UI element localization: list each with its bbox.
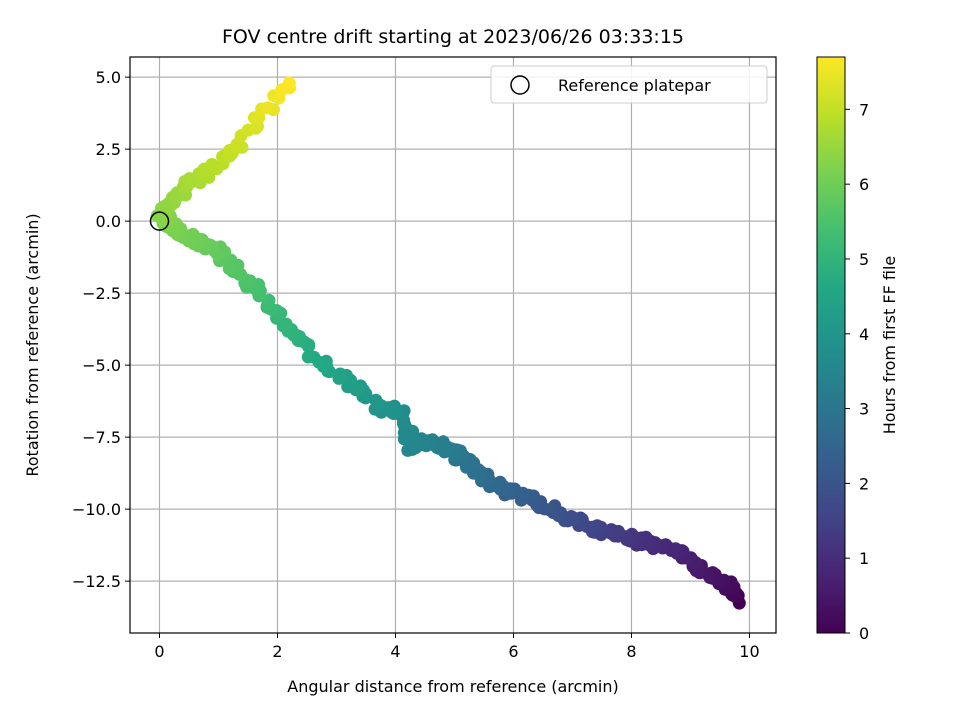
legend: Reference platepar: [490, 65, 768, 104]
data-point: [333, 368, 347, 382]
data-point: [282, 76, 296, 90]
x-axis-label: Angular distance from reference (arcmin): [287, 677, 618, 696]
colorbar-tick-label: 2: [859, 474, 869, 493]
y-axis-label: Rotation from reference (arcmin): [23, 213, 42, 476]
colorbar-ticks: 0 1 2 3 4 5 6 7: [845, 100, 869, 643]
x-tick-label: 0: [154, 642, 164, 661]
colorbar-tick-label: 7: [859, 100, 869, 119]
data-point: [369, 393, 383, 407]
chart-title: FOV centre drift starting at 2023/06/26 …: [222, 26, 684, 48]
x-tick-label: 10: [739, 642, 759, 661]
x-tick-label: 8: [626, 642, 636, 661]
colorbar-label: Hours from first FF file: [880, 256, 899, 435]
x-tick-label: 6: [508, 642, 518, 661]
colorbar-tick-label: 0: [859, 624, 869, 643]
data-points: [150, 76, 746, 610]
y-tick-label: −12.5: [72, 572, 121, 591]
x-axis-ticks: 0 2 4 6 8 10: [154, 633, 760, 661]
data-point: [301, 350, 315, 364]
legend-marker-icon: [510, 75, 530, 95]
colorbar-tick-label: 6: [859, 175, 869, 194]
y-tick-label: −5.0: [82, 356, 121, 375]
x-tick-label: 4: [390, 642, 400, 661]
legend-box: [490, 65, 768, 104]
y-tick-label: −2.5: [82, 284, 121, 303]
colorbar-tick-label: 1: [859, 549, 869, 568]
colorbar-tick-label: 5: [859, 250, 869, 269]
data-point: [586, 520, 600, 534]
plot-frame: [129, 56, 777, 634]
colorbar-tick-label: 4: [859, 325, 869, 344]
y-tick-label: 0.0: [96, 212, 121, 231]
colorbar-gradient: [816, 56, 846, 634]
colorbar-tick-label: 3: [859, 400, 869, 419]
y-tick-label: 5.0: [96, 68, 121, 87]
reference-point-marker: [149, 211, 170, 231]
x-tick-label: 2: [272, 642, 282, 661]
grid-lines: [130, 57, 776, 633]
colorbar: 0 1 2 3 4 5 6 7 Hours from first FF file: [816, 56, 899, 643]
y-tick-label: 2.5: [96, 140, 121, 159]
y-tick-label: −10.0: [72, 500, 121, 519]
data-point: [205, 158, 219, 172]
legend-entry: Reference platepar: [558, 76, 711, 95]
y-axis-ticks: 5.0 2.5 0.0 −2.5 −5.0 −7.5 −10.0 −12.5: [72, 68, 130, 591]
y-tick-label: −7.5: [82, 428, 121, 447]
data-point: [261, 101, 275, 115]
data-point: [279, 317, 293, 331]
